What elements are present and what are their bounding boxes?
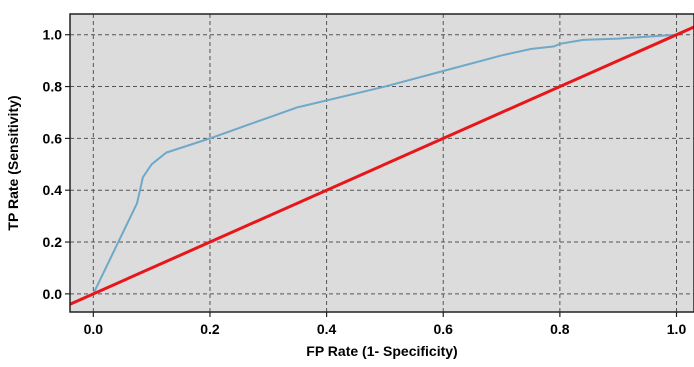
- y-tick-label: 0.2: [43, 234, 63, 250]
- y-tick-label: 0.0: [43, 286, 63, 302]
- roc-curve: [92, 33, 677, 295]
- plot-frame: [69, 13, 694, 313]
- y-tick-label: 0.4: [43, 182, 63, 198]
- x-axis-title: FP Rate (1- Specificity): [306, 343, 457, 359]
- x-tick-label: 0.0: [84, 321, 104, 337]
- x-tick-label: 0.6: [433, 321, 453, 337]
- y-tick-label: 0.6: [43, 130, 63, 146]
- diagonal-reference-line: [69, 25, 694, 306]
- x-tick-label: 0.4: [317, 321, 337, 337]
- plot-area: [70, 14, 694, 312]
- series-layer: [69, 25, 694, 306]
- y-tick-label: 1.0: [43, 27, 63, 43]
- x-axis: 0.0 0.2 0.4 0.6 0.8 1.0: [84, 312, 687, 337]
- y-tick-label: 0.8: [43, 79, 63, 95]
- x-tick-label: 1.0: [667, 321, 687, 337]
- y-axis: 0.0 0.2 0.4 0.6 0.8 1.0: [43, 27, 70, 302]
- x-tick-label: 0.2: [200, 321, 220, 337]
- x-tick-label: 0.8: [550, 321, 570, 337]
- y-axis-title: TP Rate (Sensitivity): [5, 95, 21, 230]
